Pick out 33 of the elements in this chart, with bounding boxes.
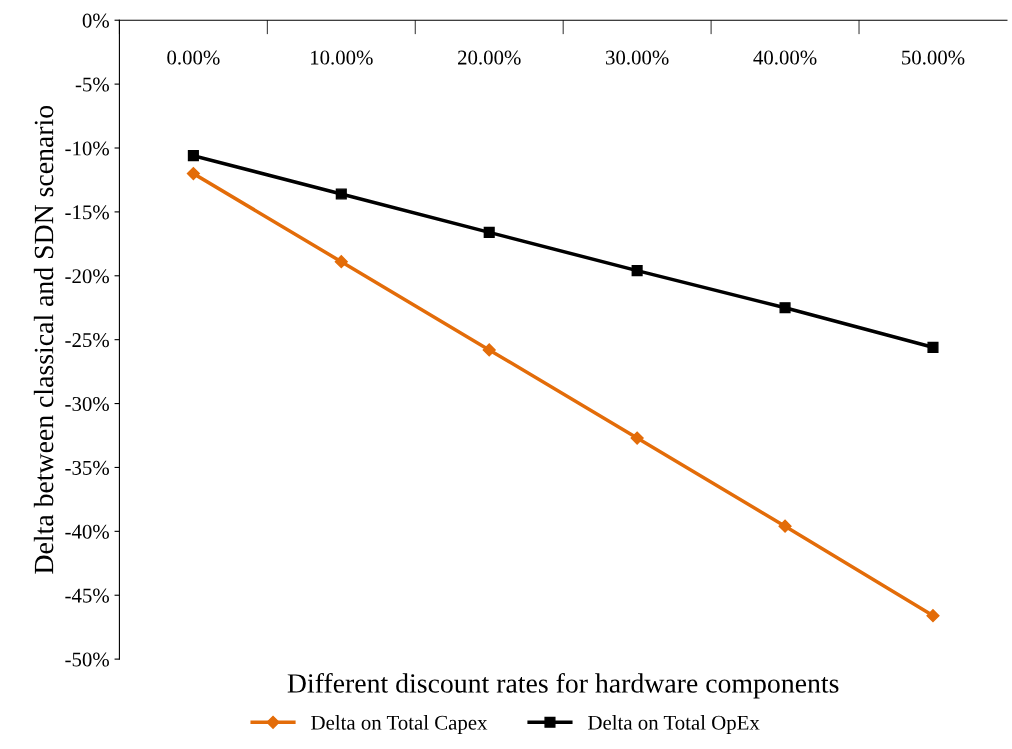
legend-label: Delta on Total OpEx bbox=[588, 715, 760, 734]
x-tick-label: 0.00% bbox=[167, 50, 220, 65]
point bbox=[187, 150, 199, 162]
y-tick-label: -10% bbox=[65, 141, 109, 156]
point bbox=[778, 519, 792, 533]
y-axis-title: Delta between classical and SDN scenario bbox=[33, 105, 54, 574]
point bbox=[926, 609, 940, 623]
y-tick-label: -20% bbox=[65, 269, 109, 284]
point bbox=[779, 302, 791, 314]
point bbox=[483, 226, 495, 238]
x-tick-label: 40.00% bbox=[753, 50, 817, 65]
legend-label: Delta on Total Capex bbox=[311, 715, 488, 734]
y-tick-label: -45% bbox=[65, 588, 109, 603]
point bbox=[630, 431, 644, 445]
y-tick-label: -25% bbox=[65, 333, 109, 348]
point bbox=[482, 343, 496, 357]
x-tick-label: 50.00% bbox=[902, 50, 965, 65]
y-tick-label: -50% bbox=[65, 652, 109, 667]
point bbox=[334, 255, 348, 269]
y-tick-label: -40% bbox=[65, 524, 109, 539]
y-tick-label: -35% bbox=[65, 460, 109, 475]
x-axis-title: Different discount rates for hardware components bbox=[287, 673, 839, 699]
x-tick-label: 20.00% bbox=[458, 50, 521, 65]
y-tick-label: 0% bbox=[82, 13, 109, 28]
y-tick-label: -15% bbox=[65, 205, 109, 220]
x-tick-label: 30.00% bbox=[606, 50, 669, 65]
y-tick-label: -5% bbox=[75, 77, 109, 92]
point bbox=[631, 265, 643, 277]
y-tick-label: -30% bbox=[65, 396, 109, 412]
x-tick-label: 10.00% bbox=[311, 50, 373, 65]
point bbox=[186, 166, 200, 181]
point bbox=[927, 341, 939, 353]
point bbox=[335, 188, 347, 200]
